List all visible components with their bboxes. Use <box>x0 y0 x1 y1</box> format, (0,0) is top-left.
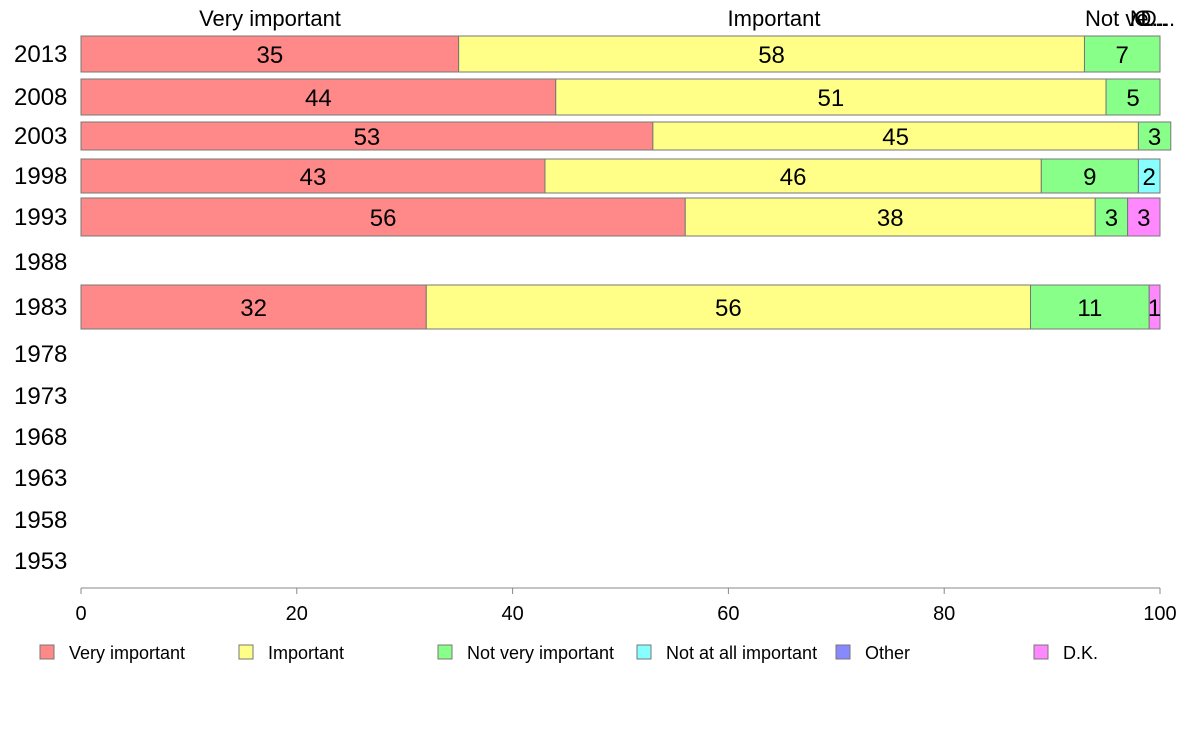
data-label: 56 <box>370 205 397 232</box>
bar-segment <box>544 158 1042 194</box>
x-tick-label: 40 <box>501 603 523 625</box>
bar-segment <box>1148 284 1161 330</box>
bar-segment <box>80 78 557 116</box>
data-label: 43 <box>300 164 327 191</box>
data-label: 35 <box>256 42 283 69</box>
data-label: 46 <box>780 164 807 191</box>
legend-label: Important <box>268 643 344 663</box>
top-label-0: Very important <box>199 6 341 31</box>
data-label: 44 <box>305 85 332 112</box>
y-tick-label: 1968 <box>14 424 67 451</box>
bar-segment <box>1094 197 1129 237</box>
y-tick-label: 1983 <box>14 294 67 321</box>
data-label: 3 <box>1148 124 1161 151</box>
top-label-5: D... <box>1141 6 1175 31</box>
x-tick-label: 60 <box>717 603 739 625</box>
y-tick-label: 2008 <box>14 84 67 111</box>
data-label: 7 <box>1116 42 1129 69</box>
legend-label: D.K. <box>1063 643 1098 663</box>
top-label-3: N... <box>1130 6 1164 31</box>
legend-swatch <box>636 644 652 660</box>
y-tick-label: 2013 <box>14 41 67 68</box>
data-label: 45 <box>882 124 909 151</box>
data-label: 3 <box>1137 205 1150 232</box>
y-tick-label: 1993 <box>14 204 67 231</box>
bar-segment <box>80 158 546 194</box>
bar-segment <box>80 284 427 330</box>
legend-swatch <box>437 644 453 660</box>
legend-label: Not very important <box>467 643 614 663</box>
legend-swatch <box>238 644 254 660</box>
bar-segment <box>458 35 1085 73</box>
bar-segment <box>1137 158 1161 194</box>
legend-label: Very important <box>69 643 185 663</box>
bar-segment <box>684 197 1096 237</box>
y-tick-label: 1958 <box>14 507 67 534</box>
data-label: 3 <box>1105 205 1118 232</box>
bar-segment <box>1083 35 1161 73</box>
top-label-4: O... <box>1134 6 1169 31</box>
x-tick-label: 0 <box>75 603 86 625</box>
y-tick-label: 1953 <box>14 548 67 575</box>
y-tick-label: 1973 <box>14 383 67 410</box>
legend-label: Other <box>865 643 910 663</box>
bar-segment <box>80 121 654 151</box>
legend-label: Not at all important <box>666 643 817 663</box>
y-tick-label: 1978 <box>14 341 67 368</box>
x-tick-label: 20 <box>286 603 308 625</box>
bar-segment <box>80 197 686 237</box>
data-label: 56 <box>715 295 742 322</box>
data-label: 32 <box>240 295 267 322</box>
legend-swatch <box>1033 644 1049 660</box>
legend-swatch <box>39 644 55 660</box>
data-label: 53 <box>354 124 381 151</box>
data-label: 1 <box>1148 295 1161 322</box>
x-tick-label: 80 <box>933 603 955 625</box>
x-tick-label: 100 <box>1143 603 1176 625</box>
y-tick-label: 1988 <box>14 249 67 276</box>
bar-segment <box>1137 121 1172 151</box>
bar-segment <box>652 121 1139 151</box>
top-label-2: Not ve... <box>1085 6 1167 31</box>
legend-swatch <box>835 644 851 660</box>
data-label: 58 <box>758 42 785 69</box>
bar-segment <box>425 284 1032 330</box>
top-label-1: Important <box>728 6 821 31</box>
data-label: 2 <box>1143 164 1156 191</box>
y-tick-label: 2003 <box>14 123 67 150</box>
data-label: 38 <box>877 205 904 232</box>
bar-segment <box>1127 197 1161 237</box>
data-label: 9 <box>1083 164 1096 191</box>
data-label: 51 <box>818 85 845 112</box>
data-label: 5 <box>1126 85 1139 112</box>
data-label: 11 <box>1077 295 1102 322</box>
y-tick-label: 1963 <box>14 465 67 492</box>
bar-segment <box>1105 78 1161 116</box>
bar-segment <box>555 78 1107 116</box>
y-tick-label: 1998 <box>14 163 67 190</box>
